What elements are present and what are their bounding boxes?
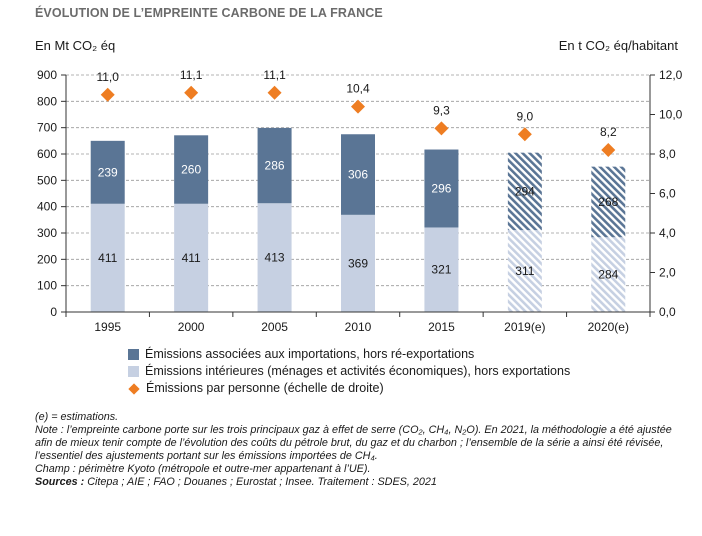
left-tick-label: 100 (37, 279, 57, 293)
per-capita-label: 11,1 (263, 68, 286, 82)
bar-import-label: 260 (181, 163, 201, 177)
bar-import-label: 268 (598, 195, 618, 209)
left-tick-label: 400 (37, 200, 57, 214)
x-tick-label: 2010 (345, 320, 372, 334)
left-tick-label: 200 (37, 252, 57, 266)
note-champ: Champ : périmètre Kyoto (métropole et ou… (35, 463, 371, 475)
bar-import (174, 135, 209, 204)
legend-swatch-import (128, 349, 139, 360)
x-tick-label: 2020(e) (588, 320, 629, 334)
left-tick-label: 700 (37, 121, 57, 135)
left-tick-label: 600 (37, 147, 57, 161)
right-tick-label: 12,0 (659, 68, 683, 82)
legend-label-per-capita: Émissions par personne (échelle de droit… (146, 381, 384, 395)
right-axis-unit: En t CO₂ éq/habitant (558, 38, 678, 53)
bar-domestic (257, 203, 292, 312)
bar-domestic (424, 227, 459, 312)
x-tick-label: 1995 (94, 320, 121, 334)
note-methodology: Note : l’empreinte carbone porte sur les… (35, 424, 672, 462)
per-capita-point (100, 87, 115, 102)
bar-domestic-label: 369 (348, 256, 368, 270)
left-axis-unit: En Mt CO₂ éq (35, 38, 116, 53)
per-capita-point (267, 85, 282, 100)
bar-domestic-label: 284 (598, 268, 618, 282)
right-tick-label: 0,0 (659, 305, 676, 319)
bar-domestic-label: 321 (431, 263, 451, 277)
bar-import-label: 306 (348, 168, 368, 182)
right-tick-label: 8,0 (659, 147, 676, 161)
legend-label-import: Émissions associées aux importations, ho… (145, 347, 475, 361)
bar-import-label: 296 (431, 181, 451, 195)
legend: Émissions associées aux importations, ho… (128, 346, 570, 397)
legend-label-domestic: Émissions intérieures (ménages et activi… (145, 364, 571, 378)
bar-domestic-label: 413 (265, 251, 285, 265)
legend-swatch-domestic (128, 366, 139, 377)
right-tick-label: 2,0 (659, 266, 676, 280)
legend-item-domestic: Émissions intérieures (ménages et activi… (128, 363, 570, 380)
notes: (e) = estimations. Note : l’empreinte ca… (35, 411, 690, 489)
x-tick-label: 2000 (178, 320, 205, 334)
per-capita-point (517, 127, 532, 142)
per-capita-label: 9,3 (433, 103, 450, 117)
per-capita-label: 11,0 (96, 70, 119, 84)
per-capita-label: 9,0 (517, 109, 534, 123)
bar-domestic (341, 214, 375, 312)
x-tick-label: 2015 (428, 320, 455, 334)
x-tick-label: 2005 (261, 320, 288, 334)
bar-import-label: 286 (265, 159, 285, 173)
per-capita-point (601, 143, 616, 158)
bar-import-label: 239 (98, 165, 118, 179)
bar-domestic-label: 311 (515, 264, 534, 278)
bar-domestic (174, 203, 209, 312)
left-tick-label: 800 (37, 94, 57, 108)
legend-item-per-capita: Émissions par personne (échelle de droit… (128, 380, 570, 397)
sources-text: Citepa ; AIE ; FAO ; Douanes ; Eurostat … (84, 476, 437, 488)
per-capita-label: 11,1 (180, 68, 203, 82)
legend-diamond-icon (128, 382, 140, 395)
bar-import (257, 127, 292, 204)
bar-import-label: 294 (515, 184, 535, 198)
per-capita-label: 8,2 (600, 125, 617, 139)
bar-import (507, 152, 542, 231)
chart-title: ÉVOLUTION DE L’EMPREINTE CARBONE DE LA F… (35, 6, 383, 20)
bar-import (90, 140, 125, 204)
sources-label: Sources : (35, 476, 85, 488)
bar-domestic-label: 411 (98, 251, 117, 265)
per-capita-point (351, 99, 365, 114)
bar-import (591, 166, 626, 238)
right-tick-label: 6,0 (659, 187, 676, 201)
legend-item-import: Émissions associées aux importations, ho… (128, 346, 570, 363)
left-tick-label: 900 (37, 68, 57, 82)
per-capita-point (434, 121, 449, 136)
bar-domestic (90, 203, 125, 312)
note-sources: Sources : Citepa ; AIE ; FAO ; Douanes ;… (35, 476, 690, 489)
right-tick-label: 10,0 (659, 108, 683, 122)
right-tick-label: 4,0 (659, 226, 676, 240)
bar-domestic-label: 411 (182, 251, 201, 265)
per-capita-point (184, 85, 199, 100)
bar-domestic (507, 230, 542, 312)
per-capita-label: 10,4 (346, 82, 370, 96)
x-tick-label: 2019(e) (504, 320, 545, 334)
left-tick-label: 500 (37, 173, 57, 187)
left-tick-label: 0 (50, 305, 57, 319)
left-tick-label: 300 (37, 226, 57, 240)
bar-import (424, 149, 459, 228)
carbon-footprint-chart: 411 239 411 260 413 286 369 306 321 296 311 294 284 2… (37, 68, 683, 334)
bar-import (341, 134, 375, 215)
bar-domestic (591, 237, 626, 312)
note-estimations: (e) = estimations. (35, 411, 119, 423)
